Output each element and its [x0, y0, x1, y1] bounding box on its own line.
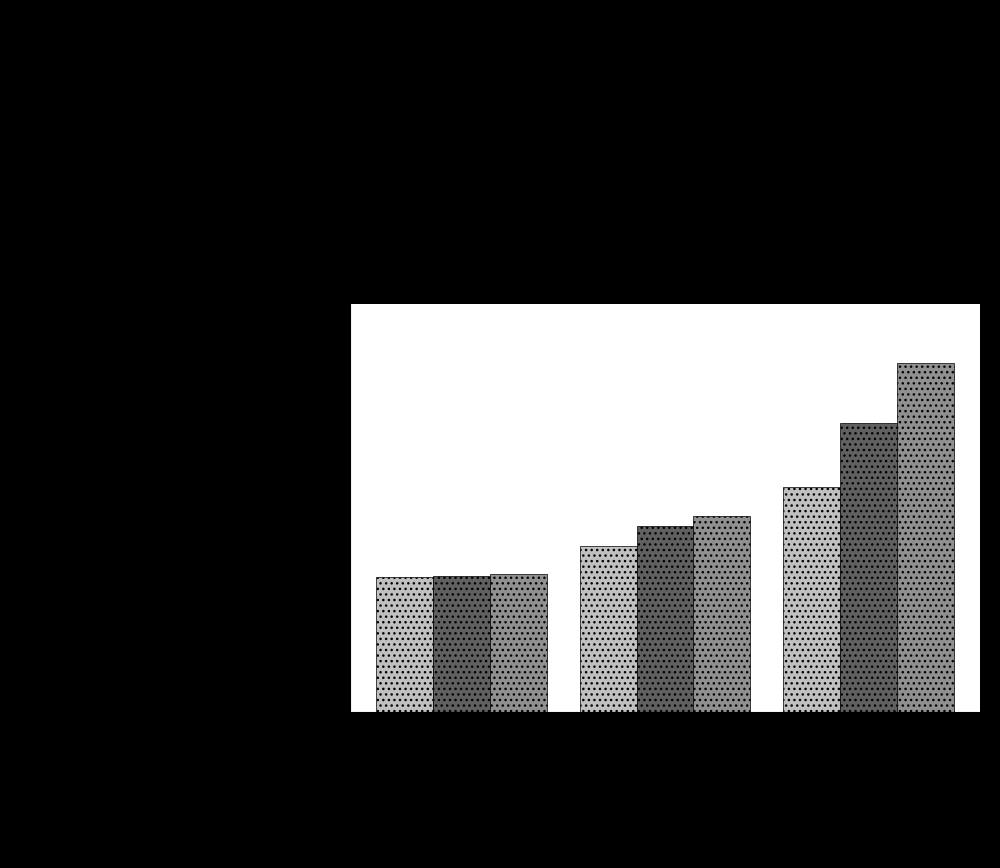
- Bar: [693, 516, 750, 712]
- Bar: [783, 487, 840, 712]
- Bar: [637, 527, 693, 712]
- Bar: [490, 574, 547, 712]
- Bar: [580, 546, 637, 712]
- Bar: [840, 423, 897, 712]
- Bar: [433, 575, 490, 712]
- Bar: [897, 364, 954, 712]
- Bar: [376, 577, 433, 712]
